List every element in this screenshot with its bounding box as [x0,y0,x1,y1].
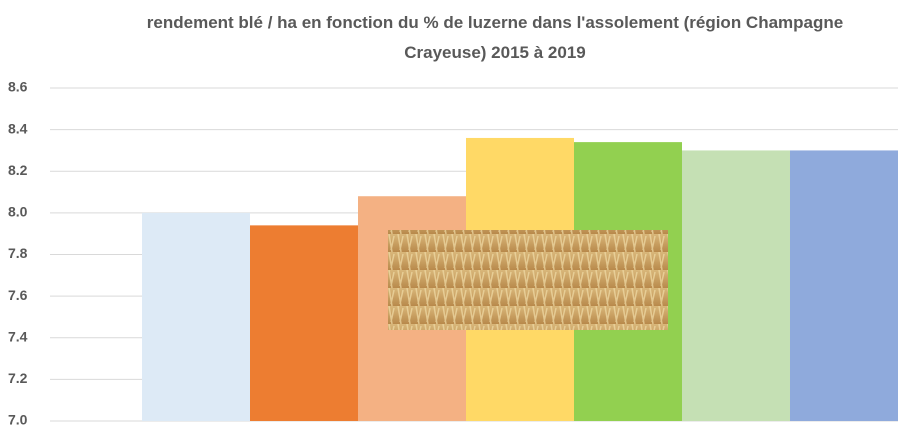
bar [790,150,898,421]
y-tick-label: 7.4 [8,328,28,344]
wheat-image [388,230,668,330]
chart-title: rendement blé / ha en fonction du % de l… [146,13,844,62]
bar [682,150,790,421]
y-tick-label: 7.6 [8,287,28,303]
y-tick-label: 8.0 [8,204,28,220]
y-tick-label: 8.4 [8,120,28,136]
y-tick-label: 7.8 [8,245,28,261]
y-tick-label: 7.0 [8,412,28,428]
y-tick-label: 8.6 [8,79,28,95]
y-tick-label: 8.2 [8,162,28,178]
y-tick-label: 7.2 [8,370,28,386]
title-box: rendement blé / ha en fonction du % de l… [146,13,844,62]
bar [250,225,358,421]
bar [142,212,250,421]
